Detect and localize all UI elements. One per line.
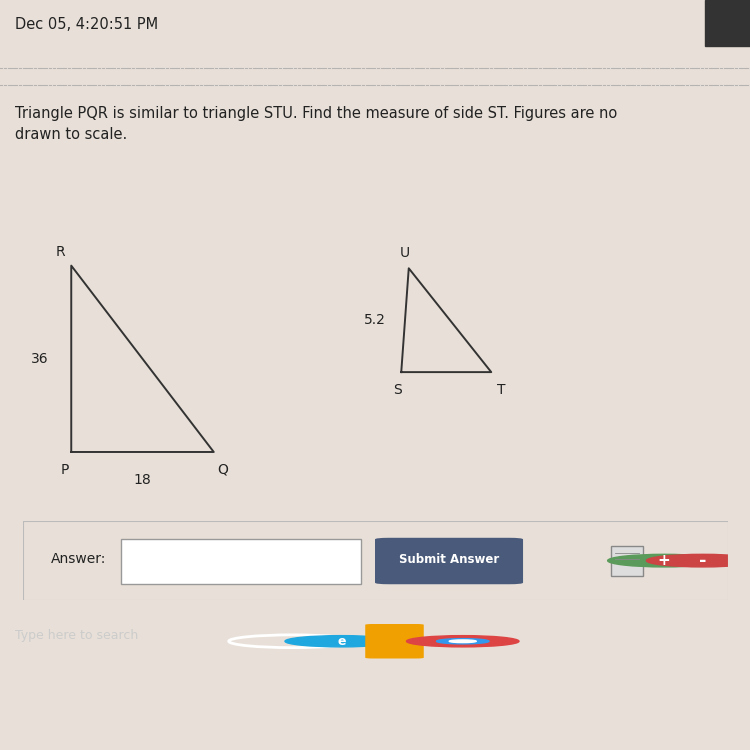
Text: drawn to scale.: drawn to scale.: [15, 128, 128, 142]
Text: T: T: [497, 382, 506, 397]
Circle shape: [406, 636, 519, 646]
Text: 5.2: 5.2: [364, 314, 386, 327]
Text: R: R: [56, 245, 65, 260]
Circle shape: [449, 640, 476, 643]
FancyBboxPatch shape: [122, 538, 361, 584]
FancyBboxPatch shape: [375, 538, 523, 584]
Text: Triangle PQR is similar to triangle STU. Find the measure of side ST. Figures ar: Triangle PQR is similar to triangle STU.…: [15, 106, 617, 121]
Text: 36: 36: [31, 352, 49, 366]
Text: Q: Q: [217, 463, 228, 477]
Text: +: +: [658, 554, 670, 568]
Text: U: U: [400, 246, 410, 260]
Circle shape: [285, 636, 398, 646]
Text: P: P: [61, 463, 70, 477]
Text: -: -: [699, 552, 706, 570]
Text: Submit Answer: Submit Answer: [399, 553, 500, 566]
Text: S: S: [393, 382, 402, 397]
Text: Answer:: Answer:: [51, 552, 106, 566]
Text: 18: 18: [134, 473, 152, 488]
Text: e: e: [337, 634, 346, 648]
Circle shape: [608, 554, 721, 567]
Bar: [705, 0, 750, 46]
FancyBboxPatch shape: [611, 547, 643, 576]
Circle shape: [646, 554, 750, 567]
Circle shape: [436, 639, 489, 644]
FancyBboxPatch shape: [365, 624, 424, 658]
Text: Dec 05, 4:20:51 PM: Dec 05, 4:20:51 PM: [15, 17, 158, 32]
Text: Type here to search: Type here to search: [15, 628, 138, 642]
